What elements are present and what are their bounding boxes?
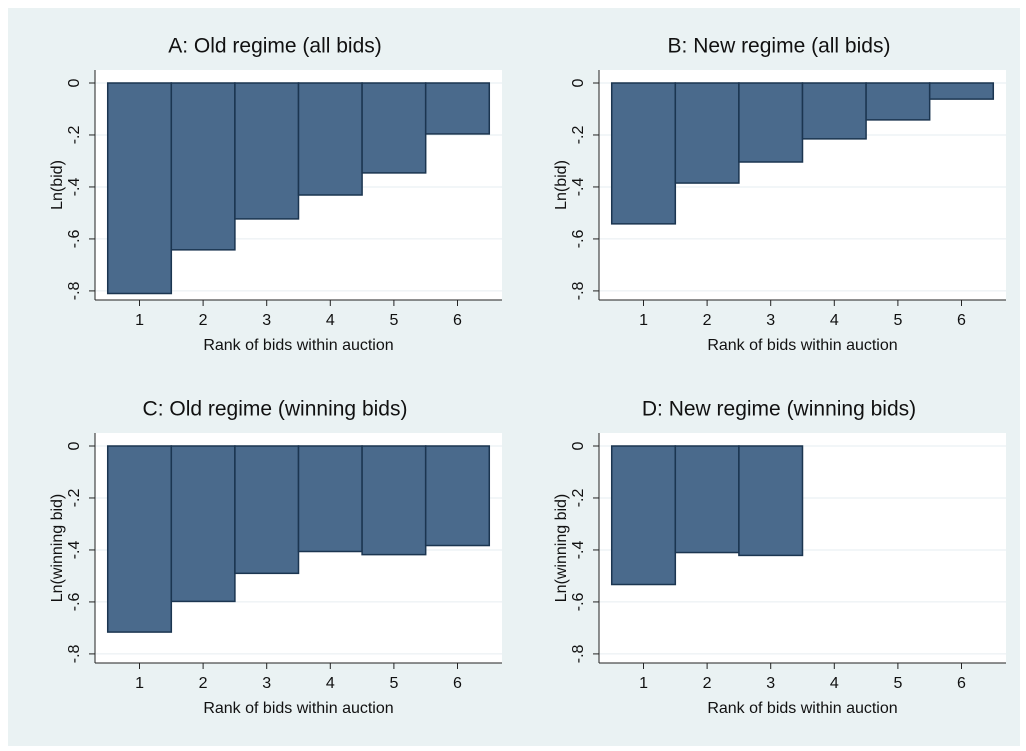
y-axis-label: Ln(winning bid): [553, 494, 570, 603]
x-tick-label: 6: [957, 675, 966, 692]
y-tick-label: -.6: [570, 592, 587, 611]
y-tick-label: -.8: [66, 644, 83, 663]
bar: [801, 82, 867, 140]
bar: [865, 82, 931, 121]
bar: [297, 82, 363, 196]
x-tick-label: 4: [830, 312, 839, 329]
bar: [610, 82, 677, 225]
y-tick-label: -.6: [570, 229, 587, 248]
x-tick-label: 4: [326, 312, 335, 329]
y-tick-label: 0: [570, 441, 587, 450]
x-tick-label: 3: [262, 675, 271, 692]
x-tick-label: 1: [135, 312, 144, 329]
bar: [106, 82, 173, 295]
y-tick-label: 0: [66, 78, 83, 87]
y-axis-label: Ln(bid): [49, 160, 66, 210]
y-tick-label: -.4: [66, 178, 83, 197]
bar: [674, 445, 740, 554]
bar: [234, 445, 300, 575]
x-tick-label: 3: [766, 675, 775, 692]
bar: [610, 445, 677, 586]
panel-title: C: Old regime (winning bids): [143, 398, 408, 421]
y-tick-label: -.6: [66, 592, 83, 611]
panel-title: D: New regime (winning bids): [642, 398, 916, 421]
y-tick-label: -.6: [66, 229, 83, 248]
y-tick-label: -.2: [66, 126, 83, 145]
bar: [106, 445, 173, 633]
y-tick-label: -.2: [570, 489, 587, 508]
y-tick-label: -.8: [570, 644, 587, 663]
x-tick-label: 4: [326, 675, 335, 692]
x-tick-label: 6: [453, 675, 462, 692]
y-tick-label: 0: [570, 78, 587, 87]
y-axis-label: Ln(winning bid): [49, 494, 66, 603]
y-tick-label: -.8: [570, 281, 587, 300]
bar: [361, 445, 427, 556]
y-axis-label: Ln(bid): [553, 160, 570, 210]
panel: A: Old regime (all bids) Ln(bid) Rank of b…: [49, 35, 502, 354]
bar: [170, 445, 236, 603]
bar: [297, 445, 363, 553]
x-tick-label: 1: [639, 312, 648, 329]
y-tick-label: -.8: [66, 281, 83, 300]
y-tick-label: -.2: [66, 489, 83, 508]
panel-title: A: Old regime (all bids): [168, 35, 382, 58]
y-tick-label: -.4: [570, 541, 587, 560]
y-tick-label: -.4: [570, 178, 587, 197]
x-tick-label: 2: [703, 675, 712, 692]
y-tick-label: -.4: [66, 541, 83, 560]
y-tick-label: 0: [66, 441, 83, 450]
panel: C: Old regime (winning bids) Ln(winning b…: [49, 398, 502, 717]
bar: [674, 82, 740, 184]
bar: [424, 82, 491, 135]
x-tick-label: 3: [262, 312, 271, 329]
bar: [234, 82, 300, 220]
bar: [170, 82, 236, 251]
x-tick-label: 3: [766, 312, 775, 329]
x-tick-label: 1: [135, 675, 144, 692]
x-tick-label: 2: [703, 312, 712, 329]
bar: [738, 82, 804, 163]
panel-title: B: New regime (all bids): [668, 35, 891, 58]
x-tick-label: 1: [639, 675, 648, 692]
bar: [928, 82, 995, 100]
panel: D: New regime (winning bids) Ln(winning b…: [553, 398, 1006, 717]
x-tick-label: 6: [957, 312, 966, 329]
x-tick-label: 6: [453, 312, 462, 329]
x-tick-label: 4: [830, 675, 839, 692]
x-axis-label: Rank of bids within auction: [707, 337, 897, 354]
panel: B: New regime (all bids) Ln(bid) Rank of b…: [553, 35, 1006, 354]
x-tick-label: 2: [199, 312, 208, 329]
x-tick-label: 5: [893, 312, 902, 329]
x-tick-label: 5: [389, 675, 398, 692]
x-axis-label: Rank of bids within auction: [707, 700, 897, 717]
y-tick-label: -.2: [570, 126, 587, 145]
bar: [738, 445, 804, 557]
bar: [361, 82, 427, 174]
x-axis-label: Rank of bids within auction: [203, 337, 393, 354]
x-tick-label: 5: [893, 675, 902, 692]
x-axis-label: Rank of bids within auction: [203, 700, 393, 717]
x-tick-label: 2: [199, 675, 208, 692]
bar: [424, 445, 491, 547]
x-tick-label: 5: [389, 312, 398, 329]
